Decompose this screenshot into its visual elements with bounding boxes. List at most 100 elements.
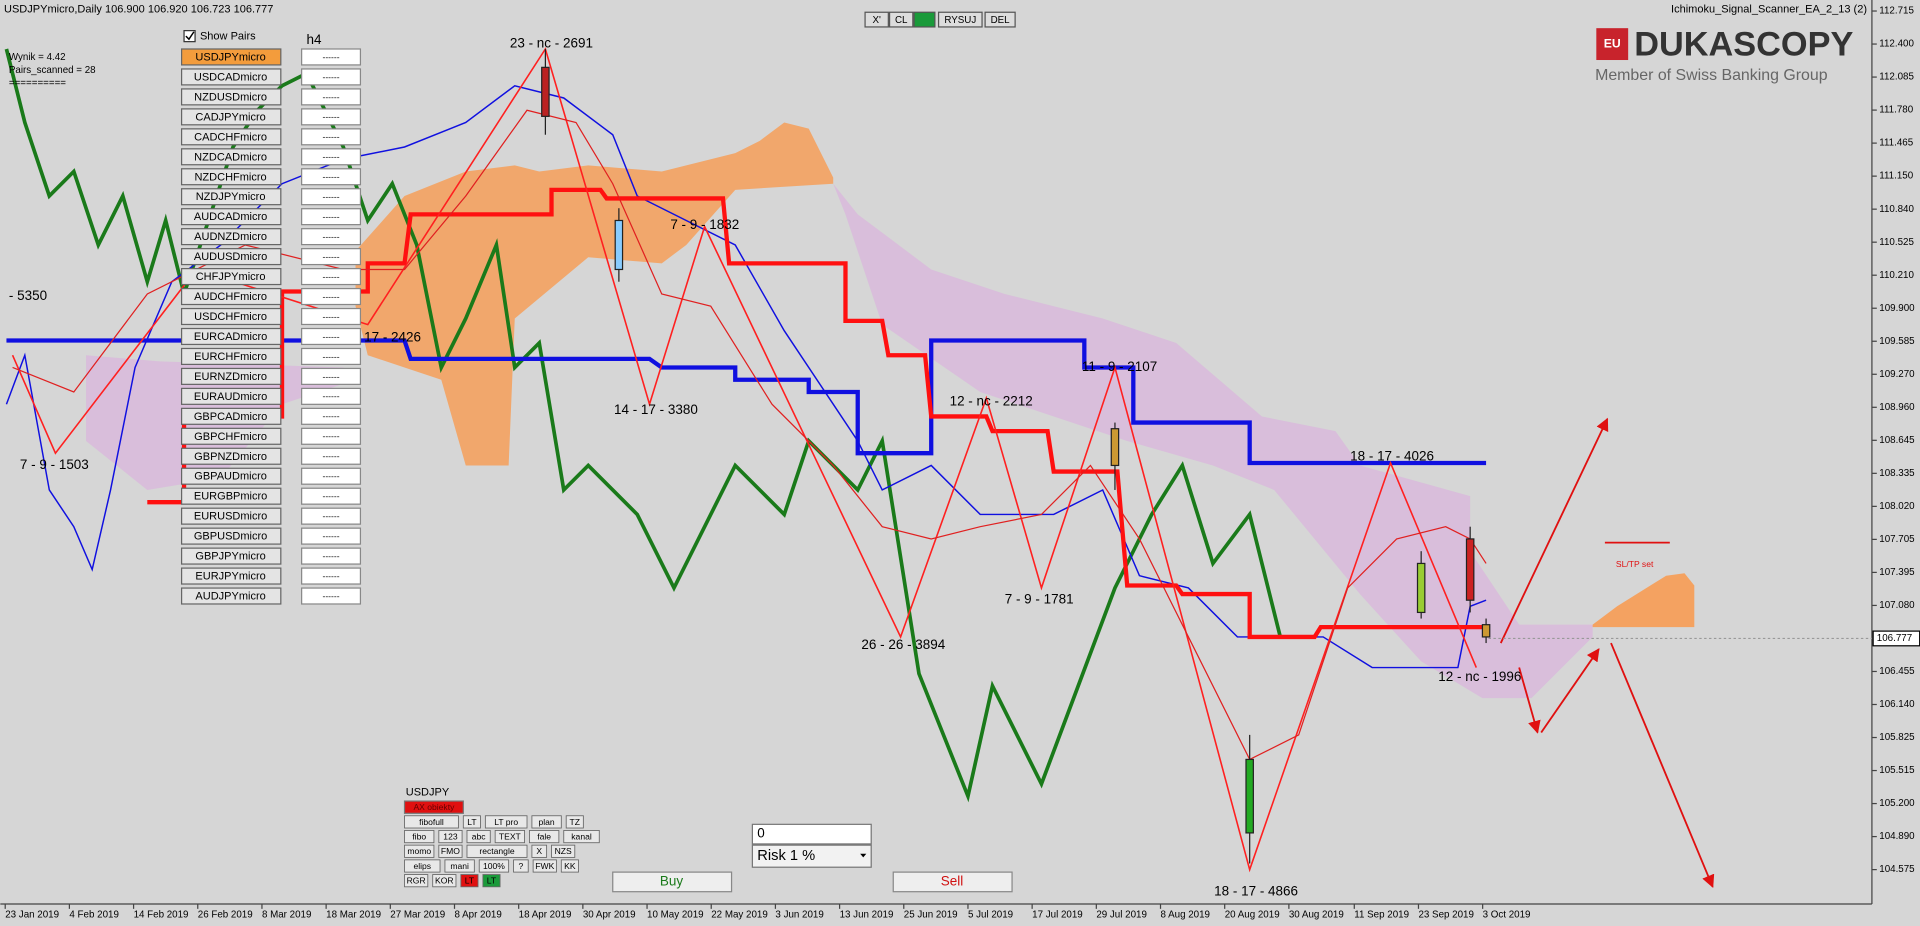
lots-input[interactable] [751,823,872,845]
pair-label: USDJPYmicro [195,51,265,63]
tool-button[interactable] [404,830,435,844]
tool-button[interactable] [478,859,510,873]
arrow [1499,417,1609,644]
stat-line: Pairs_scanned = 28 [9,65,96,76]
pair-button[interactable] [180,307,282,326]
price-label: 108.335 [1879,468,1915,479]
tool-button[interactable] [466,844,528,858]
date-label: 18 Mar 2019 [326,910,381,921]
pair-button[interactable] [180,387,282,405]
pair-button[interactable] [180,507,282,525]
pair-button[interactable] [180,168,282,186]
price-label: 112.085 [1879,72,1914,83]
tool-button[interactable] [513,859,529,873]
lots-value: 0 [757,826,765,841]
pair-label: EURGBPmicro [194,491,267,503]
date-label: 11 Sep 2019 [1354,910,1409,921]
kijun-line [147,187,1487,640]
toolbar-button[interactable] [913,11,936,28]
tool-button[interactable] [404,815,459,829]
pair-button[interactable] [180,487,282,505]
price-label: 104.575 [1879,864,1915,875]
tool-button[interactable] [529,830,560,844]
pair-button[interactable] [180,367,282,385]
pair-button[interactable] [180,327,282,346]
pair-button[interactable] [180,148,282,166]
pair-value: ------ [322,431,339,441]
risk-select[interactable] [751,844,872,868]
pair-button[interactable] [180,447,282,465]
pair-button[interactable] [180,68,282,86]
checkbox[interactable] [183,30,196,43]
pair-button[interactable] [180,587,282,605]
pair-value-box [301,188,362,206]
pair-button[interactable] [180,567,282,585]
wave-label: 7 - 9 - 1781 [1005,592,1074,607]
pair-value: ------ [322,371,339,381]
panel-button[interactable] [403,800,464,814]
tool-button[interactable] [560,859,579,873]
tool-button[interactable] [484,815,528,829]
pair-value-box [301,88,362,106]
tool-button[interactable] [404,874,429,888]
sell-button[interactable] [892,871,1013,893]
pair-value-box [301,407,362,425]
tool-button[interactable] [444,859,475,873]
tool-button[interactable] [460,874,479,888]
stat-line: ========== [9,78,66,89]
cloud [833,183,1593,699]
tool-button[interactable] [466,830,491,844]
pair-button[interactable] [180,467,282,485]
toolbar-button[interactable] [888,11,914,28]
price-label: 112.715 [1879,6,1914,17]
pair-button[interactable] [180,188,282,206]
price-label: 108.645 [1879,435,1915,446]
tool-button[interactable] [531,815,562,829]
pair-button[interactable] [180,527,282,545]
pair-button[interactable] [180,88,282,106]
pair-value-box [301,467,362,485]
pair-button[interactable] [180,228,282,246]
toolbar-button[interactable] [937,11,983,28]
tool-label: KK [564,861,576,871]
pair-label: NZDUSDmicro [194,91,267,103]
tool-button[interactable] [404,844,435,858]
checkbox-row[interactable] [181,28,280,45]
pair-button[interactable] [180,108,282,126]
buy-button[interactable] [612,871,733,893]
date-label: 30 Apr 2019 [583,910,636,921]
pair-button[interactable] [180,128,282,146]
pair-label: EURNZDmicro [194,371,267,383]
pair-button[interactable] [180,407,282,425]
tool-button[interactable] [404,859,441,873]
pair-value-box [301,507,362,525]
tool-button[interactable] [494,830,525,844]
tool-button[interactable] [432,874,457,888]
pair-value-box [301,547,362,565]
toolbar-button[interactable] [864,11,889,28]
pair-button[interactable] [180,427,282,445]
wave-label: 18 - 17 - 4866 [1214,883,1298,898]
tool-button[interactable] [438,844,463,858]
wave-label: 23 - nc - 2691 [510,36,593,51]
tool-button[interactable] [438,830,463,844]
toolbar-button[interactable] [984,11,1016,28]
pair-button[interactable] [180,347,282,366]
tool-button[interactable] [551,844,576,858]
tool-button[interactable] [531,844,548,858]
tool-button[interactable] [462,815,481,829]
pair-button[interactable] [180,48,282,66]
pair-value-box [301,168,362,186]
pair-button[interactable] [180,248,282,266]
logo-badge [1596,28,1629,61]
tool-button[interactable] [532,859,557,873]
wave-label: 18 - 17 - 4026 [1350,448,1434,463]
pair-button[interactable] [180,287,282,306]
tool-button[interactable] [565,815,584,829]
date-label: 29 Jul 2019 [1096,910,1147,921]
tool-button[interactable] [482,874,501,888]
pair-button[interactable] [180,547,282,565]
pair-button[interactable] [180,268,282,286]
pair-button[interactable] [180,208,282,226]
tool-button[interactable] [563,830,600,844]
